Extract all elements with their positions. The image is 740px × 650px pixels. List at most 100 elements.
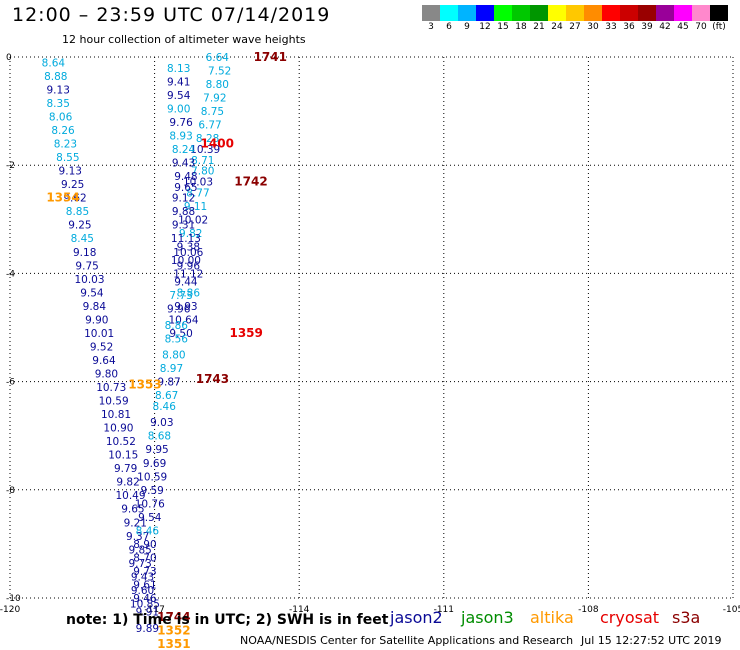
scale-label: 24 xyxy=(551,22,563,32)
wave-height-value: 8.26 xyxy=(51,125,75,137)
wave-height-value: 9.65 xyxy=(174,182,197,194)
scale-swatch xyxy=(602,5,620,21)
wave-height-value: 8.55 xyxy=(56,152,79,164)
wave-height-value: 9.00 xyxy=(167,103,190,115)
pass-time-label: 1743 xyxy=(196,372,229,386)
legend-item-cryosat: cryosat xyxy=(600,608,660,627)
wave-height-value: 10.73 xyxy=(96,382,126,394)
wave-height-value: 8.13 xyxy=(167,63,190,75)
scale-swatch xyxy=(494,5,512,21)
wave-height-value: 10.52 xyxy=(106,436,136,448)
legend-item-jason3: jason3 xyxy=(461,608,514,627)
wave-height-value: 10.59 xyxy=(137,471,167,483)
wave-height-value: 9.60 xyxy=(131,585,154,597)
wave-height-value: 7.80 xyxy=(191,166,214,178)
pass-time-label: 1352 xyxy=(157,623,190,637)
pass-time-label: 1354 xyxy=(46,191,79,205)
wave-height-value: 9.43 xyxy=(172,157,195,169)
wave-height-value: 9.21 xyxy=(124,517,147,529)
wave-height-value: 9.13 xyxy=(59,166,82,178)
wave-height-value: 9.89 xyxy=(136,623,159,635)
wave-height-value: 9.80 xyxy=(95,368,118,380)
wave-height-value: 10.76 xyxy=(135,498,165,510)
wave-height-value: 9.31 xyxy=(172,220,195,232)
wave-height-value: 9.79 xyxy=(114,463,137,475)
wave-height-value: 8.56 xyxy=(165,333,189,345)
scale-swatch xyxy=(620,5,638,21)
scale-label: 15 xyxy=(497,22,509,32)
wave-height-value: 8.86 xyxy=(177,287,201,299)
wave-height-value: 9.75 xyxy=(75,260,98,272)
scale-swatch xyxy=(476,5,494,21)
scale-label: 21 xyxy=(533,22,545,32)
y-tick-label: -2 xyxy=(6,161,15,171)
wave-height-value: 10.64 xyxy=(168,314,198,326)
scale-swatch xyxy=(584,5,602,21)
wave-height-value: 8.23 xyxy=(54,139,77,151)
wave-height-value: 10.06 xyxy=(173,247,203,259)
page-title: 12:00 – 23:59 UTC 07/14/2019 xyxy=(12,4,331,26)
y-tick-label: -8 xyxy=(6,486,15,496)
wave-height-value: 10.85 xyxy=(130,598,160,610)
wave-height-value: 8.75 xyxy=(201,106,224,118)
scale-swatch xyxy=(692,5,710,21)
wave-height-value: 8.71 xyxy=(191,155,214,167)
scale-swatch xyxy=(566,5,584,21)
wave-height-value: 8.64 xyxy=(42,57,66,69)
wave-height-value: 7.92 xyxy=(203,93,226,105)
wave-height-value: 10.02 xyxy=(178,214,208,226)
wave-height-value: 9.52 xyxy=(90,341,113,353)
color-scale-labels: 3 6 9 12 15 18 21 24 27 30 33 36 39 42 45 70 (ft) xyxy=(422,22,728,34)
wave-height-value: 9.82 xyxy=(116,477,139,489)
wave-height-value: 9.69 xyxy=(143,458,166,470)
wave-height-value: 9.38 xyxy=(177,241,200,253)
wave-height-value: 9.65 xyxy=(121,504,144,516)
scale-swatch xyxy=(710,5,728,21)
wave-height-value: 9.91 xyxy=(136,607,159,619)
pass-time-label: 1742 xyxy=(234,174,267,188)
scale-label: 6 xyxy=(446,22,452,32)
footer-credit: NOAA/NESDIS Center for Satellite Applica… xyxy=(240,634,574,647)
scale-label: 9 xyxy=(464,22,470,32)
wave-height-value: 9.44 xyxy=(174,277,198,289)
wave-height-value: 8.77 xyxy=(186,187,209,199)
x-tick-label: -111 xyxy=(434,605,454,615)
wave-height-value: 8.35 xyxy=(47,98,70,110)
wave-height-value: 9.64 xyxy=(92,355,116,367)
wave-height-value: 9.90 xyxy=(85,314,108,326)
pass-time-label: 1353 xyxy=(128,377,161,391)
wave-height-value: 10.01 xyxy=(84,328,114,340)
wave-height-value: 10.03 xyxy=(183,176,213,188)
footer-timestamp: Jul 15 12:27:52 UTC 2019 xyxy=(581,634,722,647)
wave-height-value: 9.54 xyxy=(167,90,191,102)
scale-label: 45 xyxy=(677,22,689,32)
wave-height-value: 8.80 xyxy=(206,79,229,91)
color-scale-bar xyxy=(422,5,728,21)
wave-height-value: 9.25 xyxy=(61,179,84,191)
scale-label: 36 xyxy=(623,22,635,32)
wave-height-value: 8.80 xyxy=(162,350,185,362)
legend-item-altika: altika xyxy=(530,608,574,627)
wave-height-value: 9.73 xyxy=(128,558,151,570)
y-tick-label: -4 xyxy=(6,269,15,279)
pass-time-label: 1400 xyxy=(201,137,234,151)
x-tick-label: -108 xyxy=(578,605,599,615)
wave-height-value: 8.93 xyxy=(169,130,192,142)
pass-time-label: 1359 xyxy=(229,326,262,340)
pass-time-label: 1741 xyxy=(254,50,287,64)
wave-height-value: 9.84 xyxy=(83,301,107,313)
wave-height-value: 8.46 xyxy=(153,401,177,413)
scale-label: 30 xyxy=(587,22,599,32)
wave-height-value: 10.90 xyxy=(103,423,133,435)
wave-height-value: 8.85 xyxy=(66,206,89,218)
scale-swatch xyxy=(674,5,692,21)
scale-label: 70 xyxy=(695,22,707,32)
page-subtitle: 12 hour collection of altimeter wave hei… xyxy=(62,33,306,46)
scale-label: 39 xyxy=(641,22,653,32)
scale-label: 42 xyxy=(659,22,671,32)
wave-height-value: 9.48 xyxy=(174,171,197,183)
scale-label: 27 xyxy=(569,22,581,32)
wave-height-value: 11.13 xyxy=(171,233,201,245)
wave-height-value: 8.46 xyxy=(136,525,160,537)
